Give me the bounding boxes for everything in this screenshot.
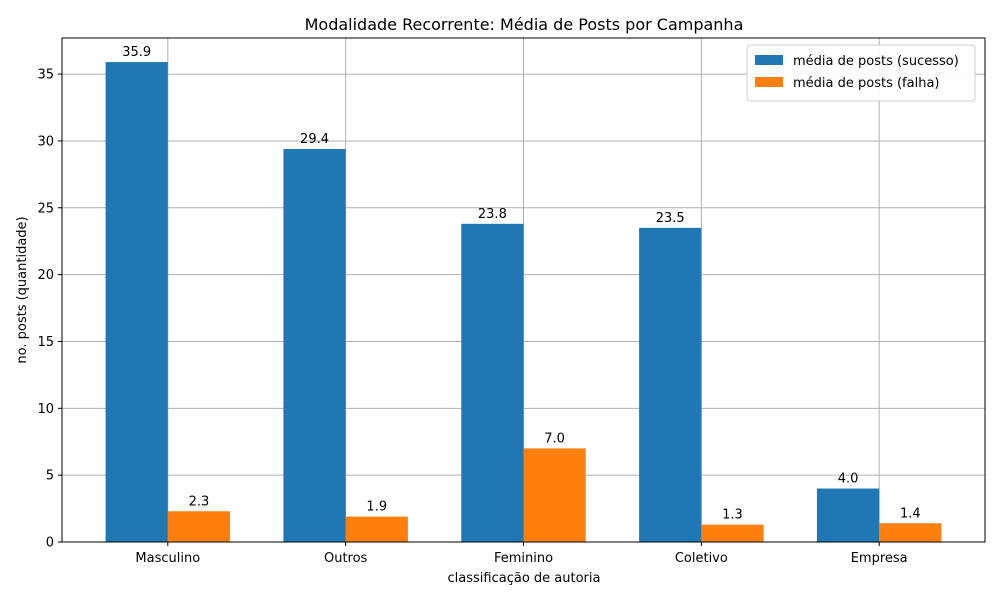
bar-sucesso (283, 148, 346, 542)
bar-falha (879, 523, 942, 542)
data-label: 23.5 (656, 211, 685, 226)
y-tick-label: 5 (46, 469, 54, 484)
bar-falha (701, 524, 764, 542)
y-tick-label: 25 (37, 201, 54, 216)
legend-box (746, 44, 976, 102)
bar-sucesso (639, 227, 702, 542)
y-tick-label: 15 (37, 335, 54, 350)
plot-frame (61, 37, 986, 543)
data-label: 7.0 (544, 431, 565, 446)
x-axis-title: classificação de autoria (448, 571, 601, 586)
x-tick-label: Empresa (851, 551, 908, 566)
y-tick-label: 35 (37, 68, 54, 83)
data-label: 1.9 (366, 500, 387, 515)
data-label: 29.4 (300, 132, 329, 147)
y-tick-label: 10 (37, 402, 54, 417)
legend-swatch (755, 55, 783, 65)
y-axis-title: no. posts (quantidade) (15, 216, 30, 363)
axes: 0 5 10 15 20 25 30 35 Masculino Outros Feminino Col… (37, 37, 986, 566)
x-tick-label: Feminino (494, 551, 553, 566)
bar-sucesso (461, 223, 524, 542)
data-label: 1.4 (900, 506, 921, 521)
data-labels: 35.9 29.4 23.8 23.5 4.0 2.3 1.9 7.0 1.3 1.4 (122, 45, 920, 523)
y-tick-label: 20 (37, 268, 54, 283)
legend-label: média de posts (falha) (793, 76, 940, 91)
legend: média de posts (sucesso) média de posts (… (746, 44, 976, 102)
y-tick-label: 30 (37, 134, 54, 149)
data-label: 2.3 (189, 494, 210, 509)
bar-sucesso (105, 62, 168, 542)
x-tick-label: Masculino (135, 551, 200, 566)
x-tick-label: Outros (324, 551, 368, 566)
bar-falha (523, 448, 586, 542)
bar-sucesso (816, 488, 880, 542)
legend-label: média de posts (sucesso) (793, 54, 959, 69)
bar-falha (345, 516, 408, 542)
bar-falha (167, 511, 231, 542)
x-tick-label: Coletivo (675, 551, 728, 566)
legend-swatch (755, 77, 783, 87)
data-label: 35.9 (122, 45, 151, 60)
data-label: 1.3 (722, 508, 743, 523)
data-label: 4.0 (838, 472, 859, 487)
y-tick-label: 0 (46, 536, 54, 551)
data-label: 23.8 (478, 207, 507, 222)
chart-title: Modalidade Recorrente: Média de Posts po… (305, 15, 744, 34)
bars (105, 62, 942, 542)
